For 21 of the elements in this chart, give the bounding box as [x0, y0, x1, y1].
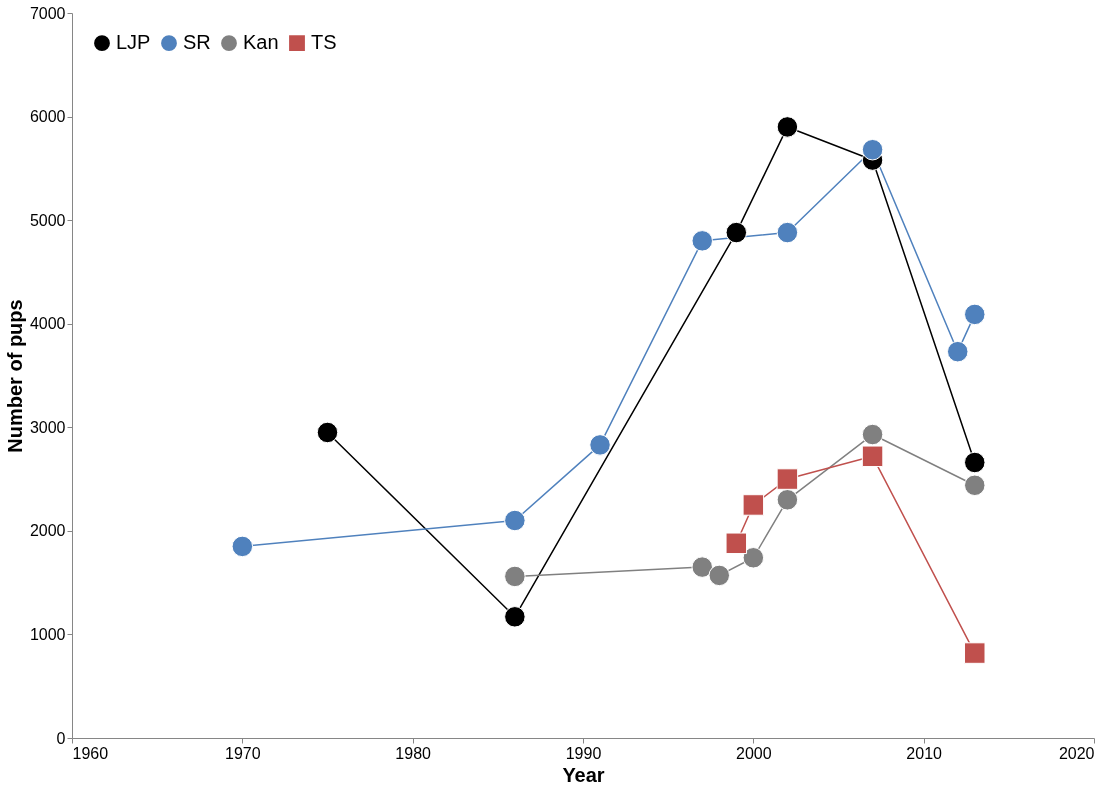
x-tick-label: 2000 [736, 744, 772, 762]
legend-label: Kan [243, 31, 279, 54]
legend-label: TS [311, 31, 337, 54]
legend-label: SR [183, 31, 211, 54]
y-tick-label: 5000 [29, 211, 66, 229]
x-tick-label: 2020 [1058, 744, 1095, 762]
y-tick-label: 3000 [29, 418, 66, 436]
y-tick-label: 4000 [29, 315, 66, 333]
y-tick-label: 0 [56, 729, 66, 747]
legend-label: LJP [116, 31, 151, 54]
y-tick-label: 7000 [29, 4, 66, 22]
y-axis-title: Number of pups [3, 299, 26, 453]
x-axis-title: Year [562, 763, 605, 786]
x-tick-label: 2010 [906, 744, 943, 762]
x-tick-label: 1970 [225, 744, 261, 762]
y-tick-label: 2000 [29, 522, 66, 540]
x-tick-label: 1960 [72, 744, 109, 762]
x-tick-label: 1980 [395, 744, 432, 762]
y-tick-label: 6000 [29, 108, 66, 126]
y-tick-label: 1000 [29, 625, 66, 643]
x-tick-label: 1990 [565, 744, 602, 762]
